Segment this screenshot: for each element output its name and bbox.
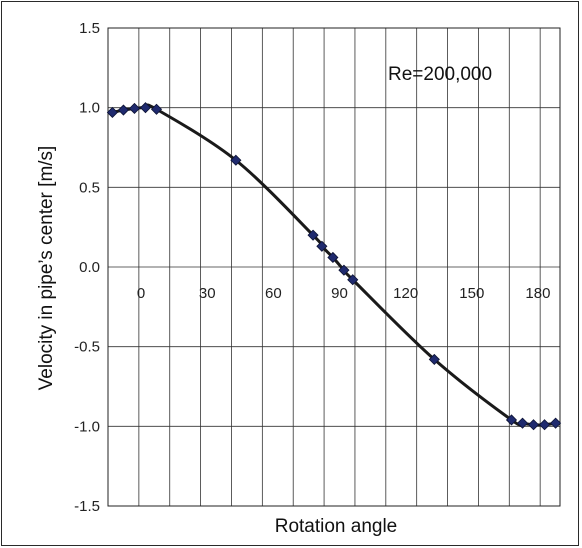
- reynolds-annotation: Re=200,000: [388, 64, 492, 85]
- data-point: [117, 104, 129, 116]
- velocity-curve: [112, 103, 556, 427]
- y-axis-label: Velocity in pipe’s center [m/s]: [36, 146, 57, 391]
- data-point: [516, 417, 529, 429]
- data-point: [307, 229, 319, 241]
- data-point: [347, 274, 359, 286]
- data-point: [316, 240, 328, 252]
- x-tick-label: 60: [265, 285, 282, 302]
- data-point: [128, 102, 141, 115]
- y-tick-label: -1.5: [74, 498, 100, 515]
- y-tick-label: 1.5: [79, 20, 100, 37]
- x-tick-label: 0: [137, 285, 145, 302]
- x-axis-label: Rotation angle: [275, 516, 398, 537]
- data-point: [428, 353, 440, 365]
- data-points: [106, 102, 562, 431]
- data-point: [505, 414, 518, 426]
- x-tick-label: 90: [331, 285, 348, 302]
- x-tick-label: 120: [393, 285, 418, 302]
- x-tick-label: 180: [525, 285, 550, 302]
- data-point: [539, 419, 551, 431]
- data-point: [106, 106, 118, 119]
- grid: [107, 27, 560, 507]
- x-tick-label: 30: [199, 285, 216, 302]
- data-point: [150, 103, 163, 115]
- y-tick-label: -1.0: [74, 418, 100, 435]
- plot-area: [107, 27, 561, 507]
- data-point: [527, 419, 540, 431]
- x-tick-labels: 0 30 60 90 120 150 180: [137, 285, 551, 302]
- x-tick-label: 150: [459, 285, 484, 302]
- y-tick-label: -0.5: [74, 339, 100, 356]
- data-point: [230, 154, 242, 166]
- data-point: [327, 251, 339, 264]
- data-point: [139, 102, 152, 114]
- y-tick-label: 1.0: [79, 100, 100, 117]
- data-point: [338, 264, 350, 276]
- y-tick-label: 0.5: [79, 179, 100, 196]
- y-tick-label: 0.0: [79, 259, 100, 276]
- y-tick-labels: 1.5 1.0 0.5 0.0 -0.5 -1.0 -1.5: [74, 20, 100, 515]
- data-point: [550, 417, 562, 429]
